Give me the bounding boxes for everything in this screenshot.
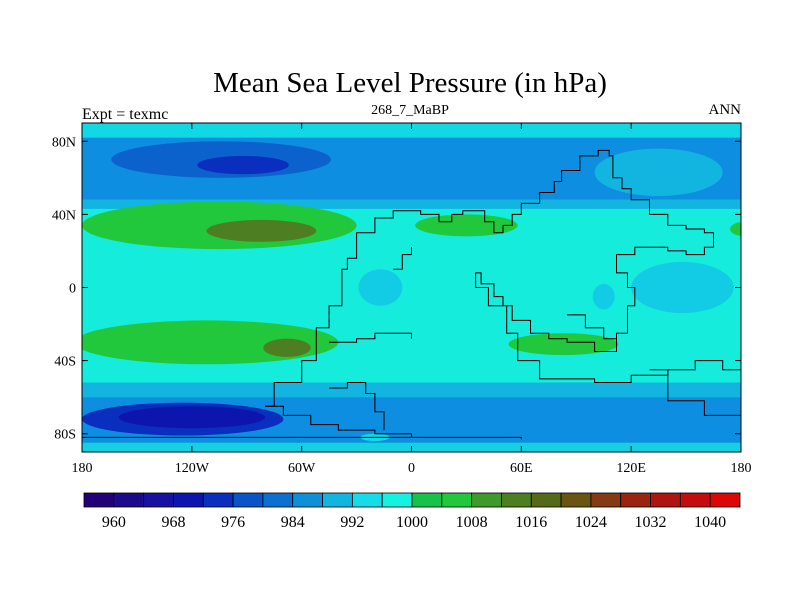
colorbar-swatch-6 (262, 492, 294, 508)
cell-tethys-high (415, 214, 518, 237)
coastline-0 (265, 149, 741, 407)
colorbar-label-7: 1016 (515, 514, 547, 531)
cell-south-tethys-high (508, 333, 619, 356)
y-tick-label-2: 0 (69, 282, 76, 297)
colorbar-label-6: 1008 (456, 514, 488, 531)
coastline-1 (265, 405, 522, 440)
colorbar-label-1: 968 (161, 514, 185, 531)
colorbar-swatch-21 (709, 492, 741, 508)
colorbar-swatch-11 (411, 492, 443, 508)
y-tick-label-1: 40N (52, 208, 76, 223)
colorbar: 960 968 976 984 992 1000 1008 1016 1024 1032 1040 (83, 492, 741, 531)
colorbar-swatch-5 (232, 492, 264, 508)
x-tick-label-1: 120W (175, 461, 210, 476)
colorbar-swatch-10 (381, 492, 413, 508)
cell-equatorial-low-west (358, 269, 403, 306)
colorbar-swatch-12 (441, 492, 473, 508)
cell-southern-low-core (118, 406, 266, 429)
colorbar-swatch-2 (143, 492, 174, 508)
colorbar-label-4: 992 (340, 514, 364, 531)
colorbar-label-2: 976 (221, 514, 245, 531)
band-north-pole-cap (82, 123, 741, 138)
colorbar-swatch-1 (113, 492, 145, 508)
x-tick-label-0: 180 (72, 461, 93, 476)
band-north-midlat-trough (82, 199, 741, 209)
x-tick-label-2: 60W (288, 461, 316, 476)
coastline-4 (649, 369, 741, 416)
y-tick-label-0: 80N (52, 135, 76, 150)
band-southern-ocean-trough (82, 382, 741, 398)
coastlines (82, 149, 741, 440)
colorbar-label-0: 960 (102, 514, 126, 531)
colorbar-label-5: 1000 (396, 514, 428, 531)
colorbar-swatch-14 (501, 492, 532, 508)
colorbar-swatch-7 (292, 492, 323, 508)
y-tick-label-3: 40S (54, 355, 76, 370)
colorbar-label-9: 1032 (635, 514, 667, 531)
chart-title: Mean Sea Level Pressure (in hPa) (213, 67, 607, 99)
colorbar-swatch-20 (679, 492, 711, 508)
y-tick-label-4: 80S (54, 428, 76, 443)
experiment-label: Expt = texmc (82, 106, 168, 123)
axis-ticks: 180 120W 60W 0 60E 120E 180 80N 40N 0 40S 80S (52, 123, 752, 476)
coastline-5 (329, 332, 412, 343)
coastline-6 (393, 247, 412, 270)
x-tick-label-3: 0 (408, 461, 415, 476)
colorbar-swatch-0 (83, 492, 115, 508)
colorbar-swatch-3 (173, 492, 204, 508)
period-label: 268_7_MaBP (371, 103, 449, 118)
season-label: ANN (709, 102, 742, 118)
colorbar-label-3: 984 (281, 514, 305, 531)
cell-panthalassa-low (631, 261, 734, 314)
x-tick-label-6: 180 (731, 461, 752, 476)
cell-east-high-edge (730, 221, 741, 237)
x-tick-label-5: 120E (616, 461, 646, 476)
cell-aleutian-low-core (197, 155, 289, 175)
colorbar-swatch-9 (351, 492, 383, 508)
colorbar-swatch-16 (560, 492, 592, 508)
colorbar-swatch-17 (590, 492, 622, 508)
colorbar-swatch-13 (471, 492, 502, 508)
colorbar-swatch-4 (202, 492, 234, 508)
cell-south-pacific-high-core (263, 338, 311, 357)
cell-north-pacific-high-core (206, 219, 317, 242)
colorbar-swatch-19 (650, 492, 681, 508)
colorbar-swatch-8 (322, 492, 353, 508)
cell-north-atlantic-low (594, 148, 723, 197)
pressure-field (82, 123, 741, 452)
colorbar-swatch-15 (530, 492, 562, 508)
colorbar-label-10: 1040 (694, 514, 726, 531)
coastline-7 (567, 314, 617, 343)
cell-equatorial-low-east (592, 283, 615, 310)
coastline-3 (329, 382, 385, 431)
colorbar-label-8: 1024 (575, 514, 607, 531)
colorbar-swatch-18 (620, 492, 651, 508)
x-tick-label-4: 60E (510, 461, 533, 476)
